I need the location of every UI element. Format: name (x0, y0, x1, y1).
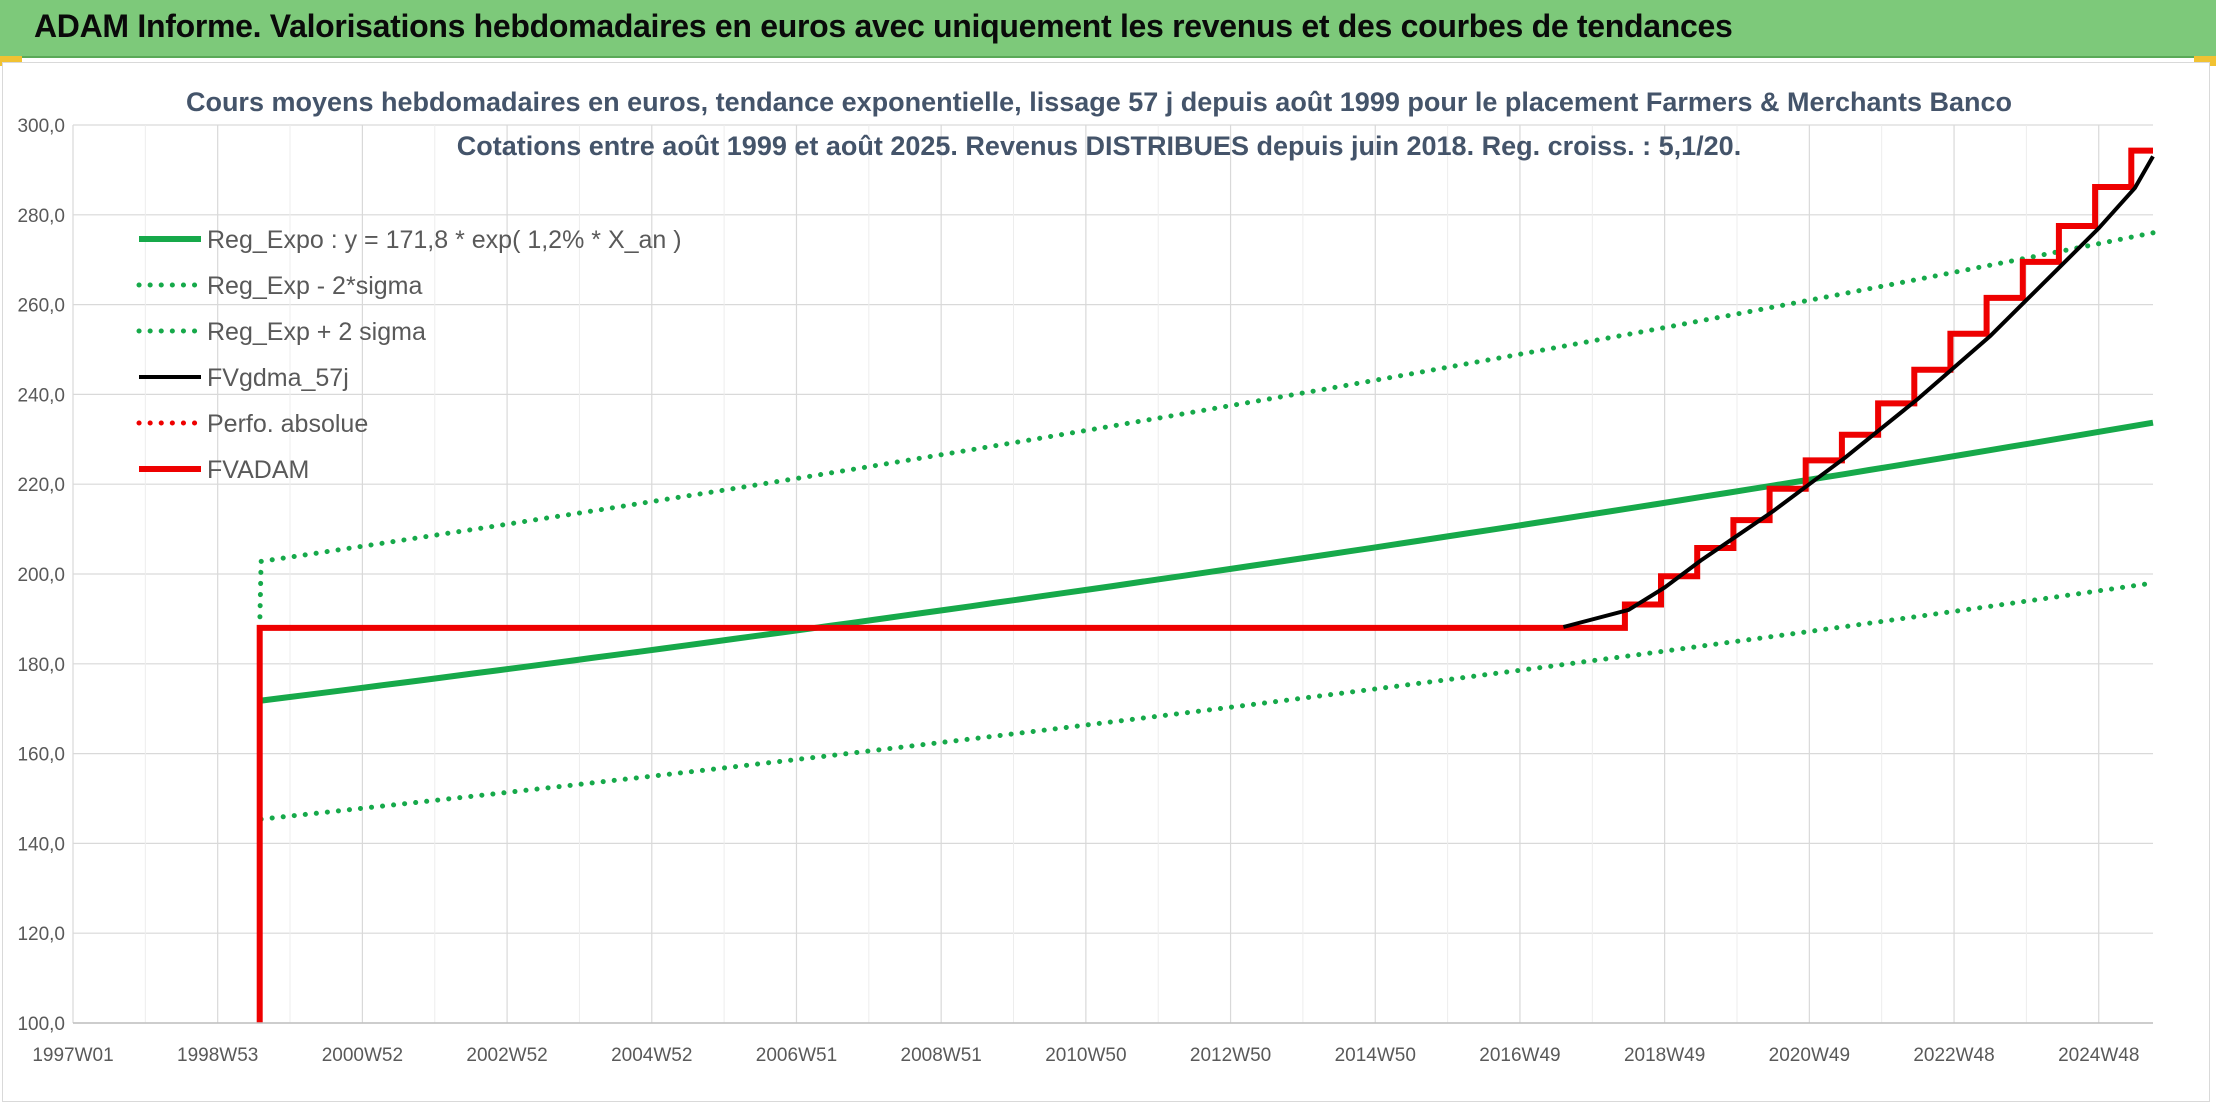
legend-label: FVADAM (207, 456, 309, 484)
corner-marker (0, 56, 22, 66)
series-line-fvadam (256, 147, 2153, 1023)
legend-label: Reg_Exp + 2 sigma (207, 318, 426, 346)
x-tick-label: 2020W49 (1769, 1045, 1850, 1066)
y-tick-label: 120,0 (17, 924, 65, 945)
y-tick-label: 300,0 (17, 116, 65, 137)
chart-legend: Reg_Expo : y = 171,8 * exp( 1,2% * X_an … (136, 226, 682, 484)
chart-area: 100,0 120,0 140,0 160,0 180,0 200,0 220,0 240,0… (2, 62, 2210, 1102)
y-tick-label: 180,0 (17, 655, 65, 676)
y-tick-label: 240,0 (17, 385, 65, 406)
series-line-reg-expo-y-171-8-exp-1-2-x-an (260, 419, 2154, 704)
x-tick-label: 2012W50 (1190, 1045, 1271, 1066)
chart-title: Cours moyens hebdomadaires en euros, ten… (186, 87, 2012, 117)
corner-marker (2194, 56, 2216, 66)
line-chart: 100,0 120,0 140,0 160,0 180,0 200,0 220,0 240,0… (17, 87, 2156, 1066)
gridlines (72, 124, 2153, 1024)
y-tick-label: 200,0 (17, 565, 65, 586)
legend-label: FVgdma_57j (207, 364, 349, 392)
legend-label: Reg_Expo : y = 171,8 * exp( 1,2% * X_an … (207, 226, 682, 254)
series-line-fvgdma-57j (1562, 155, 2155, 629)
x-tick-label: 2004W52 (611, 1045, 692, 1066)
x-tick-label: 2022W48 (1913, 1045, 1994, 1066)
x-tick-label: 2018W49 (1624, 1045, 1705, 1066)
series-line-reg-exp-2-sigma (257, 230, 2156, 631)
legend-label: Reg_Exp - 2*sigma (207, 272, 422, 300)
x-tick-label: 2008W51 (901, 1045, 982, 1066)
chart-subtitle: Cotations entre août 1999 et août 2025. … (457, 131, 1741, 161)
x-tick-label: 2014W50 (1335, 1045, 1416, 1066)
x-tick-label: 2010W50 (1045, 1045, 1126, 1066)
axis-labels: 100,0 120,0 140,0 160,0 180,0 200,0 220,0 240,0… (17, 116, 2153, 1066)
series-line-reg-exp-2-sigma (258, 580, 2156, 822)
y-tick-label: 260,0 (17, 296, 65, 317)
x-tick-label: 2006W51 (756, 1045, 837, 1066)
report-title: ADAM Informe. Valorisations hebdomadaire… (34, 8, 1733, 44)
x-tick-label: 1998W53 (177, 1045, 258, 1066)
y-tick-label: 280,0 (17, 206, 65, 227)
x-tick-label: 2016W49 (1479, 1045, 1560, 1066)
y-tick-label: 220,0 (17, 475, 65, 496)
y-tick-label: 140,0 (17, 834, 65, 855)
report-banner: ADAM Informe. Valorisations hebdomadaire… (0, 0, 2216, 58)
x-tick-label: 2002W52 (466, 1045, 547, 1066)
x-tick-label: 2024W48 (2058, 1045, 2139, 1066)
y-tick-label: 100,0 (17, 1014, 65, 1035)
series-group (256, 147, 2156, 1023)
x-tick-label: 2000W52 (322, 1045, 403, 1066)
legend-label: Perfo. absolue (207, 410, 368, 438)
x-tick-label: 1997W01 (32, 1045, 113, 1066)
y-tick-label: 160,0 (17, 745, 65, 766)
